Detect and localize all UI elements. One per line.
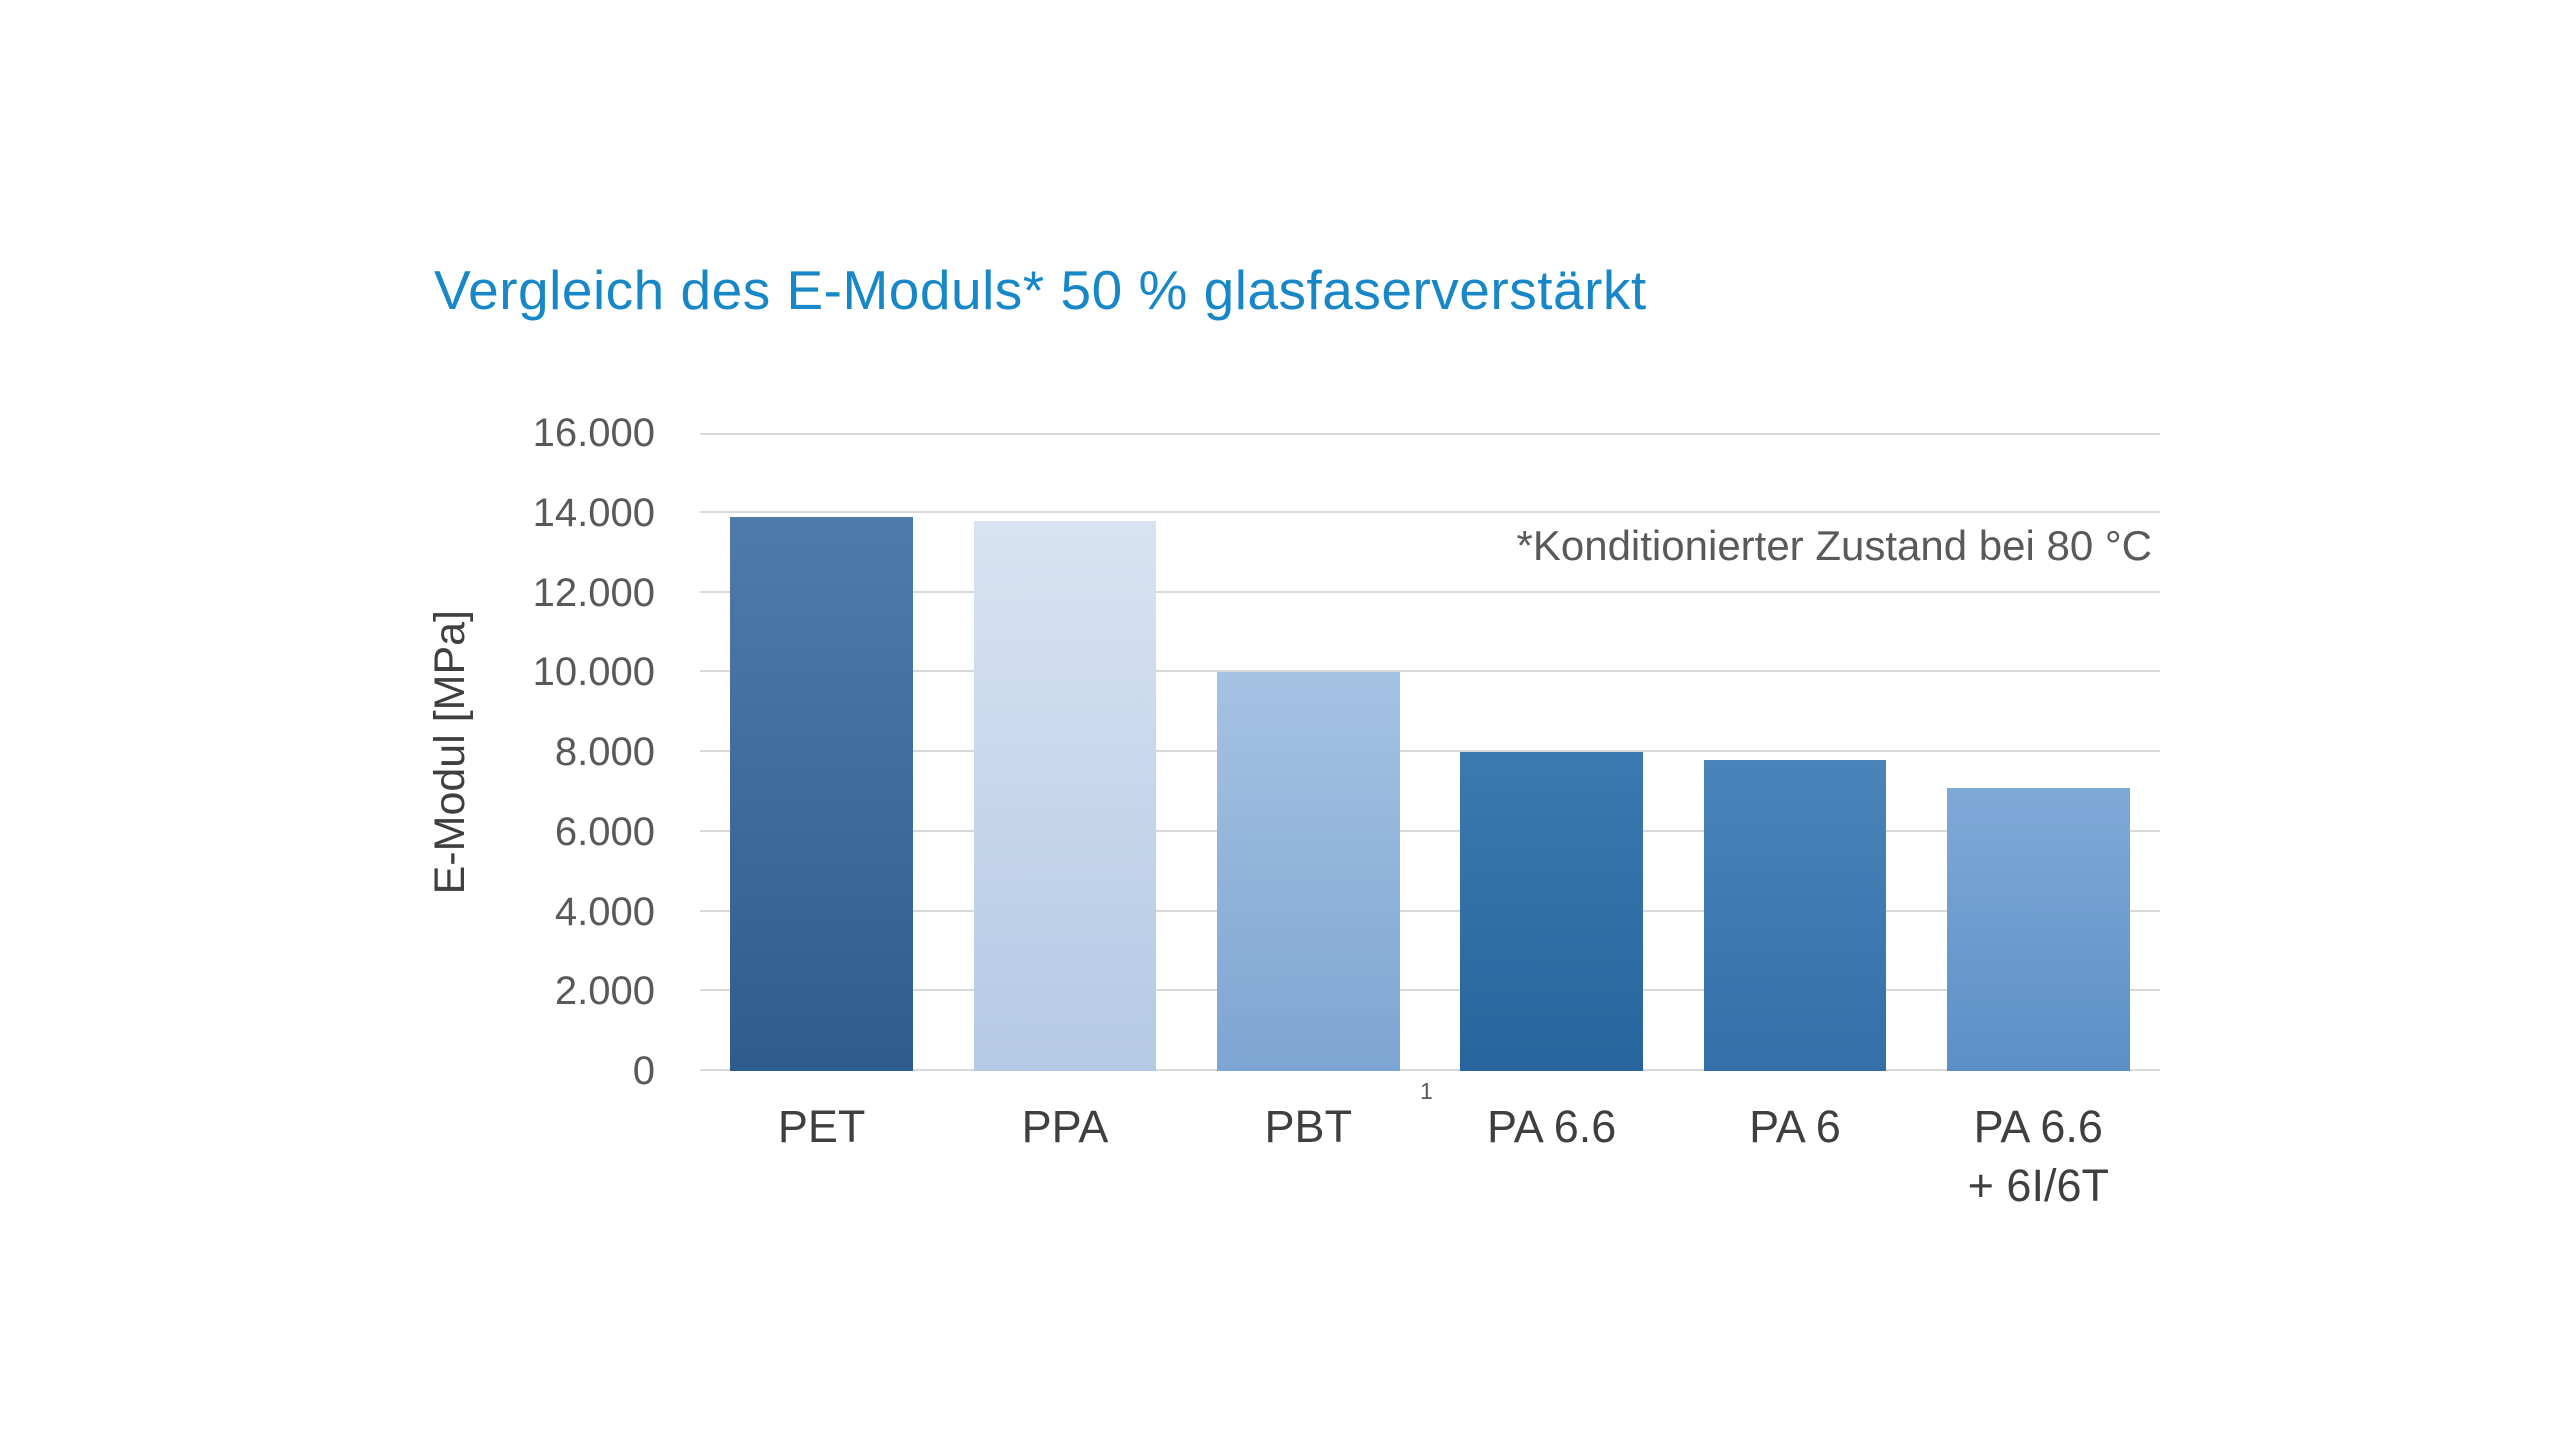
x-axis-label: PA 6 <box>1749 1101 1841 1152</box>
bar-slot <box>1430 433 1673 1071</box>
bar-slot <box>1917 433 2160 1071</box>
y-axis-ticks: 0 2.000 4.000 6.000 8.000 10.000 12.000 14.000 1… <box>470 411 655 1093</box>
footnote-marker: 1 <box>1420 1078 1433 1104</box>
y-tick-label: 2.000 <box>554 969 655 1014</box>
gridline <box>700 989 2160 992</box>
y-tick-label: 6.000 <box>554 809 655 854</box>
y-tick-label: 10.000 <box>532 650 655 695</box>
y-tick-label: 8.000 <box>554 730 655 774</box>
bar-slot <box>1187 433 1430 1071</box>
bar-pbt <box>1217 672 1400 1071</box>
bar-pa-6 <box>1703 759 1887 1071</box>
x-axis-label: PET <box>777 1101 866 1152</box>
bar-slot <box>943 433 1186 1071</box>
x-axis-label: PA 6.6 + 6I/6T <box>1967 1101 2109 1211</box>
y-tick-label: 16.000 <box>532 411 655 455</box>
bar-pet <box>730 516 913 1071</box>
x-axis-label: PPA <box>1021 1101 1109 1152</box>
plot-area <box>700 433 2160 1071</box>
y-tick-label: 12.000 <box>532 570 655 615</box>
gridline <box>700 433 2160 435</box>
gridline <box>700 1069 2160 1071</box>
y-tick-label: 4.000 <box>554 889 655 934</box>
gridline <box>700 829 2160 832</box>
gridline <box>700 510 2160 513</box>
x-axis-label: PA 6.6 <box>1487 1101 1617 1152</box>
bar-slot <box>1673 433 1916 1071</box>
bars <box>700 433 2160 1071</box>
gridline <box>700 750 2160 752</box>
gridline <box>700 590 2160 593</box>
x-axis-label: PBT <box>1264 1101 1353 1152</box>
y-axis-title: E-Modul [MPa] <box>425 609 474 895</box>
bar-pa-6-6 <box>1460 752 1643 1071</box>
y-tick-label: 0 <box>632 1049 655 1093</box>
x-axis-labels: PET PPA PBT PA 6.6 PA 6 PA 6.6 + 6I/6T <box>700 1098 2160 1215</box>
gridline <box>700 909 2160 912</box>
chart-title: Vergleich des E-Moduls* 50 % glasfaserve… <box>434 259 1647 321</box>
bar-ppa <box>973 520 1157 1071</box>
y-tick-label: 14.000 <box>532 490 655 535</box>
bar-slot <box>700 433 943 1071</box>
gridline <box>700 670 2160 673</box>
bar-pa-6-6 <box>1947 787 2130 1071</box>
annotation: *Konditionierter Zustand bei 80 °C <box>1516 522 2153 569</box>
